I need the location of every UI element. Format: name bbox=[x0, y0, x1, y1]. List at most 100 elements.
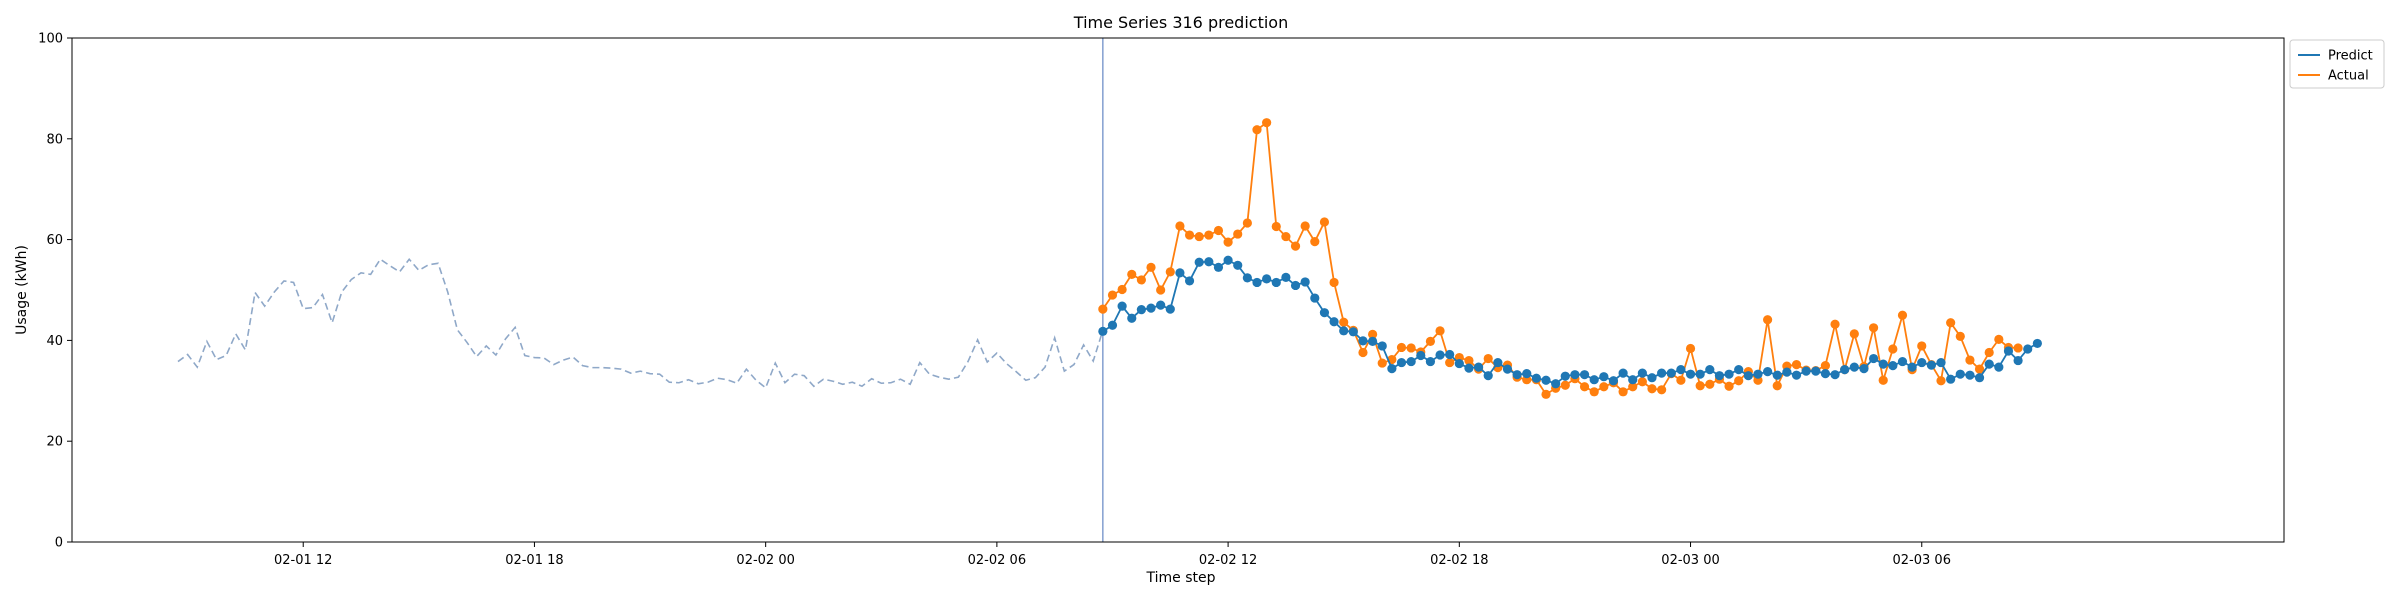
actual-point bbox=[1213, 225, 1224, 236]
y-tick-label: 40 bbox=[46, 334, 63, 349]
predict-point bbox=[1483, 371, 1493, 381]
x-tick-label: 02-02 06 bbox=[968, 553, 1026, 568]
predict-point bbox=[1522, 369, 1532, 379]
predict-point bbox=[1233, 260, 1243, 270]
predict-point bbox=[1994, 362, 2004, 372]
predict-point bbox=[1830, 370, 1840, 380]
actual-point bbox=[1676, 375, 1686, 385]
predict-point bbox=[1868, 353, 1879, 364]
x-tick-label: 02-01 12 bbox=[274, 553, 332, 568]
predict-point bbox=[1608, 376, 1619, 386]
y-tick-label: 60 bbox=[46, 233, 63, 248]
predict-point bbox=[1493, 357, 1503, 368]
chart-title: Time Series 316 prediction bbox=[1073, 13, 1288, 32]
actual-point bbox=[1560, 380, 1570, 390]
predict-point bbox=[1955, 369, 1965, 379]
actual-point bbox=[1425, 336, 1436, 347]
predict-point bbox=[1310, 293, 1320, 303]
x-tick-label: 02-03 06 bbox=[1893, 553, 1951, 568]
predict-point bbox=[1107, 320, 1118, 330]
predict-point bbox=[1888, 361, 1898, 371]
actual-point bbox=[1820, 361, 1831, 371]
predict-point bbox=[1676, 365, 1686, 375]
predict-point bbox=[1531, 373, 1541, 383]
y-axis-label: Usage (kWh) bbox=[14, 245, 30, 335]
actual-point bbox=[1339, 317, 1349, 327]
actual-point bbox=[1734, 376, 1744, 386]
predict-point bbox=[1377, 341, 1387, 351]
predict-point bbox=[1859, 364, 1869, 374]
predict-point bbox=[1984, 359, 1994, 369]
actual-point bbox=[1695, 381, 1705, 391]
actual-point bbox=[1098, 304, 1108, 314]
x-axis-label: Time step bbox=[1146, 570, 1216, 586]
y-tick-label: 80 bbox=[46, 132, 63, 147]
history-line bbox=[177, 257, 1104, 390]
predict-point bbox=[1589, 375, 1599, 385]
predict-point bbox=[1628, 375, 1638, 385]
history-series bbox=[177, 257, 1104, 390]
predict-point bbox=[1936, 357, 1946, 368]
actual-point bbox=[1310, 237, 1320, 247]
predict-point bbox=[1878, 359, 1888, 369]
predict-point bbox=[1454, 358, 1464, 369]
predict-point bbox=[1175, 268, 1185, 278]
predict-point bbox=[1425, 356, 1436, 367]
predict-point bbox=[1387, 364, 1397, 374]
predict-point bbox=[1965, 370, 1975, 380]
predict-point bbox=[1194, 257, 1204, 267]
predict-point bbox=[1763, 367, 1773, 377]
actual-point bbox=[1637, 377, 1647, 387]
predict-point bbox=[1213, 262, 1224, 272]
predict-point bbox=[1551, 379, 1561, 389]
x-tick-label: 02-02 00 bbox=[736, 553, 794, 568]
actual-point bbox=[1685, 343, 1696, 354]
predict-point bbox=[1445, 349, 1455, 360]
actual-point bbox=[1368, 329, 1378, 339]
predict-point bbox=[1570, 370, 1580, 380]
predict-point bbox=[1435, 350, 1445, 360]
predict-point bbox=[1695, 369, 1705, 379]
predict-point bbox=[1541, 375, 1551, 385]
predict-point bbox=[2003, 346, 2014, 356]
predict-point bbox=[2032, 338, 2042, 349]
actual-point bbox=[1136, 275, 1146, 285]
actual-point bbox=[1830, 319, 1840, 329]
predict-point bbox=[1801, 366, 1811, 376]
plot-frame bbox=[71, 37, 2285, 543]
predict-point bbox=[1098, 326, 1108, 336]
actual-point bbox=[1724, 381, 1734, 391]
y-tick-label: 20 bbox=[46, 435, 63, 450]
predict-point bbox=[1348, 327, 1358, 337]
y-tick-label: 100 bbox=[38, 32, 63, 47]
actual-point bbox=[1705, 379, 1715, 389]
predict-point bbox=[1223, 255, 1233, 265]
actual-point bbox=[1657, 385, 1667, 395]
actual-point bbox=[1300, 221, 1310, 231]
predict-point bbox=[1907, 362, 1917, 372]
actual-point bbox=[1204, 230, 1214, 240]
actual-point bbox=[1936, 376, 1946, 386]
predict-series bbox=[1098, 255, 2042, 389]
legend-label-actual: Actual bbox=[2328, 69, 2369, 84]
predict-point bbox=[1117, 301, 1127, 311]
x-tick-label: 02-03 00 bbox=[1661, 553, 1719, 568]
actual-point bbox=[1117, 284, 1127, 295]
predict-point bbox=[1917, 357, 1927, 368]
actual-point bbox=[1175, 221, 1185, 231]
predict-point bbox=[1127, 313, 1137, 323]
actual-point bbox=[1165, 267, 1175, 277]
actual-point bbox=[1599, 382, 1609, 392]
predict-point bbox=[1156, 300, 1166, 310]
predict-point bbox=[2023, 344, 2033, 354]
predict-point bbox=[1512, 370, 1522, 380]
predict-point bbox=[1368, 336, 1378, 347]
x-tick-label: 02-02 18 bbox=[1430, 553, 1488, 568]
predict-point bbox=[1946, 374, 1956, 384]
predict-point bbox=[1262, 274, 1272, 284]
legend-label-predict: Predict bbox=[2328, 49, 2373, 64]
actual-point bbox=[1483, 353, 1493, 364]
actual-point bbox=[1541, 389, 1551, 399]
actual-point bbox=[1156, 285, 1166, 295]
